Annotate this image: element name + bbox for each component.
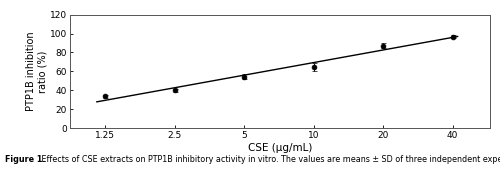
Y-axis label: PTP1B inhibition
ratio (%): PTP1B inhibition ratio (%) — [26, 31, 47, 111]
X-axis label: CSE (μg/mL): CSE (μg/mL) — [248, 143, 312, 153]
Text: Effects of CSE extracts on PTP1B inhibitory activity in vitro. The values are me: Effects of CSE extracts on PTP1B inhibit… — [39, 155, 500, 164]
Text: Figure 1.: Figure 1. — [5, 155, 46, 164]
